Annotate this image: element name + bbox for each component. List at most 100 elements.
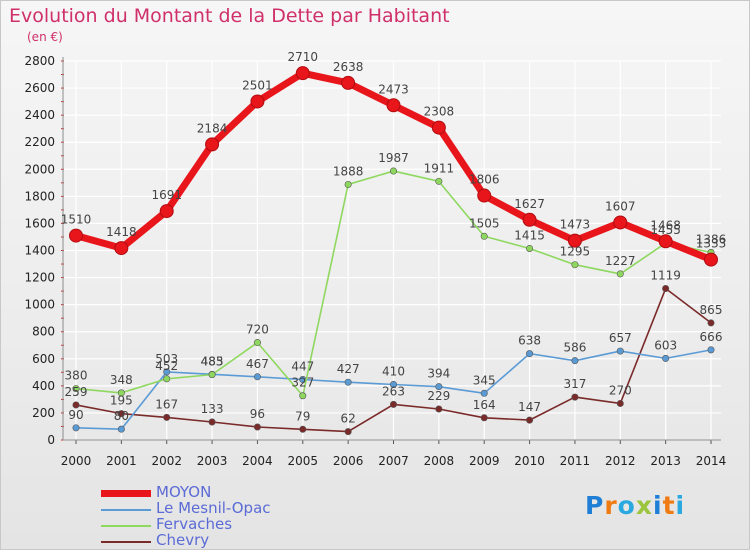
legend-swatch-moyon bbox=[101, 490, 151, 497]
y-tick-label: 1600 bbox=[24, 216, 55, 230]
value-label-fervaches: 380 bbox=[65, 369, 88, 383]
data-point-fervaches bbox=[526, 244, 534, 252]
value-label-fervaches: 452 bbox=[155, 359, 178, 373]
proxiti-logo: Proxiti bbox=[585, 491, 685, 520]
data-point-moyon bbox=[114, 241, 129, 256]
value-label-fervaches: 1295 bbox=[560, 245, 591, 259]
legend-swatch-chevry bbox=[101, 541, 151, 543]
data-point-chevry bbox=[662, 285, 670, 293]
value-label-moyon: 1510 bbox=[61, 213, 92, 227]
data-point-fervaches bbox=[72, 385, 80, 393]
value-label-le-mesnil-opac: 345 bbox=[473, 373, 496, 387]
x-tick-label: 2008 bbox=[424, 454, 455, 468]
data-point-fervaches bbox=[480, 232, 488, 240]
x-tick-label: 2013 bbox=[650, 454, 681, 468]
data-point-chevry bbox=[253, 423, 261, 431]
value-label-moyon: 1607 bbox=[605, 199, 636, 213]
data-point-chevry bbox=[707, 319, 715, 327]
logo-letter: x bbox=[635, 491, 653, 520]
value-label-fervaches: 1227 bbox=[605, 254, 636, 268]
data-point-chevry bbox=[435, 405, 443, 413]
data-point-fervaches bbox=[117, 389, 125, 397]
y-tick-label: 2600 bbox=[24, 81, 55, 95]
value-label-fervaches: 348 bbox=[110, 373, 133, 387]
y-tick-label: 1400 bbox=[24, 244, 55, 258]
legend-swatch-fervaches bbox=[101, 525, 151, 527]
value-label-fervaches: 327 bbox=[291, 376, 314, 390]
data-point-le-mesnil-opac bbox=[163, 368, 171, 376]
chart-title: Evolution du Montant de la Dette par Hab… bbox=[9, 5, 450, 27]
y-tick-label: 2400 bbox=[24, 108, 55, 122]
value-label-le-mesnil-opac: 503 bbox=[155, 352, 178, 366]
logo-letter: i bbox=[653, 491, 663, 520]
y-tick-label: 1000 bbox=[24, 298, 55, 312]
data-point-moyon bbox=[205, 137, 220, 152]
value-label-fervaches: 1505 bbox=[469, 216, 500, 230]
value-label-moyon: 2710 bbox=[288, 50, 319, 64]
legend-label-moyon: MOYON bbox=[156, 483, 212, 501]
value-label-moyon: 1333 bbox=[696, 237, 727, 251]
data-point-chevry bbox=[344, 428, 352, 436]
data-point-moyon bbox=[69, 228, 83, 243]
legend-swatch-le-mesnil-opac bbox=[101, 509, 151, 511]
x-tick-label: 2005 bbox=[288, 454, 319, 468]
logo-letter: P bbox=[585, 491, 605, 520]
data-point-le-mesnil-opac bbox=[526, 350, 534, 358]
data-point-le-mesnil-opac bbox=[389, 381, 397, 389]
logo-letter: i bbox=[675, 491, 686, 520]
value-label-moyon: 1691 bbox=[151, 188, 182, 202]
value-label-le-mesnil-opac: 90 bbox=[68, 408, 83, 422]
data-point-chevry bbox=[389, 400, 397, 408]
value-label-fervaches: 483 bbox=[201, 355, 224, 369]
y-tick-label: 400 bbox=[32, 379, 55, 393]
value-label-moyon: 1473 bbox=[560, 218, 591, 232]
value-label-le-mesnil-opac: 467 bbox=[246, 357, 269, 371]
x-tick-label: 2000 bbox=[61, 454, 92, 468]
value-label-chevry: 259 bbox=[65, 385, 88, 399]
data-point-chevry bbox=[163, 413, 171, 421]
data-point-chevry bbox=[208, 418, 216, 426]
value-labels: 259 195 167 133 96 79 62 263 229 164 147 317 270 1119… bbox=[61, 50, 727, 425]
value-label-chevry: 96 bbox=[250, 407, 265, 421]
value-label-le-mesnil-opac: 485 bbox=[201, 354, 224, 368]
value-label-chevry: 164 bbox=[473, 398, 496, 412]
data-point-moyon bbox=[295, 66, 310, 81]
data-point-le-mesnil-opac bbox=[72, 424, 80, 432]
value-label-le-mesnil-opac: 410 bbox=[382, 365, 405, 379]
value-label-chevry: 317 bbox=[563, 377, 586, 391]
value-label-le-mesnil-opac: 666 bbox=[700, 330, 723, 344]
data-point-le-mesnil-opac bbox=[707, 346, 715, 354]
legend-label-chevry: Chevry bbox=[156, 531, 210, 549]
data-point-moyon bbox=[341, 75, 356, 90]
data-point-chevry bbox=[72, 401, 80, 409]
value-label-fervaches: 1415 bbox=[514, 228, 545, 242]
y-tick-label: 2800 bbox=[24, 54, 55, 68]
y-tick-label: 1200 bbox=[24, 271, 55, 285]
logo-letter: r bbox=[604, 491, 618, 520]
value-label-chevry: 270 bbox=[609, 383, 632, 397]
value-label-chevry: 1119 bbox=[650, 269, 681, 283]
x-tick-label: 2003 bbox=[197, 454, 228, 468]
value-label-moyon: 2501 bbox=[242, 78, 273, 92]
value-label-fervaches: 1888 bbox=[333, 164, 364, 178]
data-point-le-mesnil-opac bbox=[253, 373, 261, 381]
value-label-chevry: 133 bbox=[201, 402, 224, 416]
y-tick-label: 600 bbox=[32, 352, 55, 366]
data-point-le-mesnil-opac bbox=[662, 354, 670, 362]
value-label-chevry: 62 bbox=[341, 412, 356, 426]
value-label-chevry: 79 bbox=[295, 409, 310, 423]
x-tick-label: 2004 bbox=[242, 454, 273, 468]
data-point-chevry bbox=[299, 425, 307, 433]
chart-subtitle: (en €) bbox=[27, 30, 63, 44]
value-label-le-mesnil-opac: 427 bbox=[337, 362, 360, 376]
data-point-moyon bbox=[250, 94, 265, 109]
value-label-moyon: 1627 bbox=[514, 197, 545, 211]
value-label-moyon: 2184 bbox=[197, 121, 228, 135]
value-label-chevry: 147 bbox=[518, 400, 541, 414]
data-point-moyon bbox=[704, 252, 718, 267]
data-point-fervaches bbox=[163, 375, 171, 383]
value-label-chevry: 195 bbox=[110, 394, 133, 408]
y-tick-label: 2200 bbox=[24, 135, 55, 149]
data-point-moyon bbox=[159, 204, 174, 219]
